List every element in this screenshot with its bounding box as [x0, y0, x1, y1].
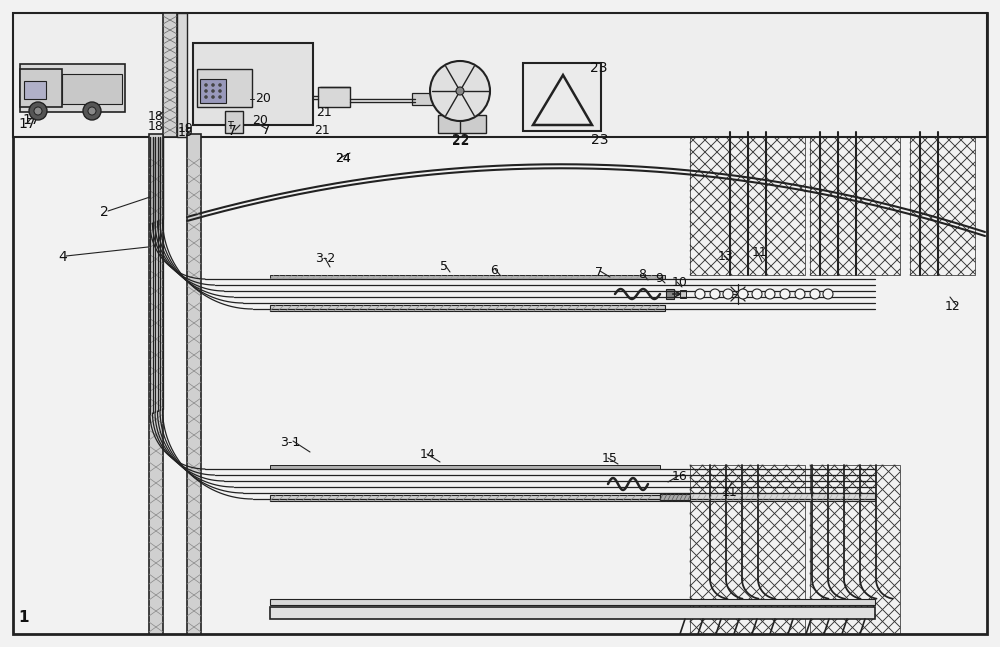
Bar [163, 13, 177, 137]
Bar [270, 275, 665, 279]
Circle shape [738, 289, 748, 299]
Circle shape [823, 289, 833, 299]
Bar [24, 81, 46, 99]
Bar [438, 115, 486, 133]
Text: 21: 21 [316, 107, 332, 120]
Text: 16: 16 [672, 470, 688, 483]
Bar [13, 13, 987, 137]
Text: 7: 7 [262, 123, 271, 137]
Bar [197, 69, 252, 107]
Circle shape [218, 83, 222, 87]
Text: 5: 5 [440, 259, 448, 272]
Circle shape [430, 61, 490, 121]
Bar [910, 137, 975, 275]
Bar [690, 465, 805, 634]
Bar [523, 63, 601, 131]
Bar [187, 134, 201, 634]
Text: 24: 24 [335, 153, 351, 166]
Text: 21: 21 [314, 124, 330, 137]
Circle shape [710, 289, 720, 299]
Bar [666, 289, 674, 299]
Circle shape [723, 289, 733, 299]
Text: 12: 12 [944, 300, 960, 314]
Bar [62, 74, 122, 104]
Circle shape [211, 83, 215, 87]
Bar [270, 465, 660, 469]
Bar [660, 493, 875, 501]
Circle shape [780, 289, 790, 299]
Text: 24: 24 [335, 153, 351, 166]
Bar [810, 465, 900, 634]
Text: 22: 22 [452, 133, 470, 147]
Text: 19: 19 [178, 126, 194, 138]
Circle shape [211, 89, 215, 93]
Circle shape [456, 87, 464, 95]
Bar [270, 599, 875, 605]
Bar [690, 137, 805, 275]
Text: 10: 10 [672, 276, 688, 289]
Text: 18: 18 [148, 120, 164, 133]
Circle shape [204, 95, 208, 99]
Text: 15: 15 [602, 452, 618, 465]
Circle shape [765, 289, 775, 299]
Bar [200, 79, 226, 103]
Text: 1: 1 [18, 609, 28, 624]
Text: 4: 4 [58, 250, 67, 264]
Text: 6: 6 [490, 263, 498, 276]
Bar [20, 64, 125, 112]
Circle shape [204, 83, 208, 87]
Text: 7: 7 [595, 265, 603, 278]
Bar [149, 134, 163, 634]
Circle shape [695, 289, 705, 299]
Bar [20, 69, 62, 107]
Text: 20: 20 [255, 93, 271, 105]
Bar [318, 87, 350, 107]
Circle shape [29, 102, 47, 120]
Text: 9: 9 [655, 272, 663, 285]
Bar [660, 494, 690, 500]
Text: 13: 13 [718, 250, 734, 263]
Text: T: T [227, 121, 233, 131]
Text: 20: 20 [252, 113, 268, 127]
Bar [193, 43, 313, 125]
Text: 3-2: 3-2 [315, 252, 335, 265]
Text: 17: 17 [22, 113, 40, 127]
Text: 22: 22 [452, 134, 470, 148]
Circle shape [810, 289, 820, 299]
Circle shape [34, 107, 42, 115]
Text: 2: 2 [100, 205, 109, 219]
Text: 23: 23 [591, 133, 608, 147]
Text: 11: 11 [752, 245, 768, 259]
Text: 11: 11 [722, 485, 738, 498]
Text: 3-1: 3-1 [280, 435, 300, 448]
Text: 17: 17 [18, 117, 36, 131]
Text: 23: 23 [590, 61, 608, 75]
Bar [810, 137, 900, 275]
Bar [225, 111, 243, 133]
Circle shape [83, 102, 101, 120]
Circle shape [88, 107, 96, 115]
Circle shape [752, 289, 762, 299]
Text: 8: 8 [638, 269, 646, 281]
Circle shape [795, 289, 805, 299]
Bar [177, 13, 187, 137]
Circle shape [218, 95, 222, 99]
Text: 14: 14 [420, 448, 436, 461]
Bar [680, 290, 686, 298]
Text: 7: 7 [228, 124, 237, 138]
Circle shape [204, 89, 208, 93]
Bar [270, 305, 665, 311]
Bar [412, 93, 434, 105]
Circle shape [218, 89, 222, 93]
Text: 18: 18 [148, 111, 164, 124]
Bar [270, 607, 875, 619]
Circle shape [211, 95, 215, 99]
Bar [270, 495, 660, 501]
Text: 19: 19 [178, 122, 194, 135]
